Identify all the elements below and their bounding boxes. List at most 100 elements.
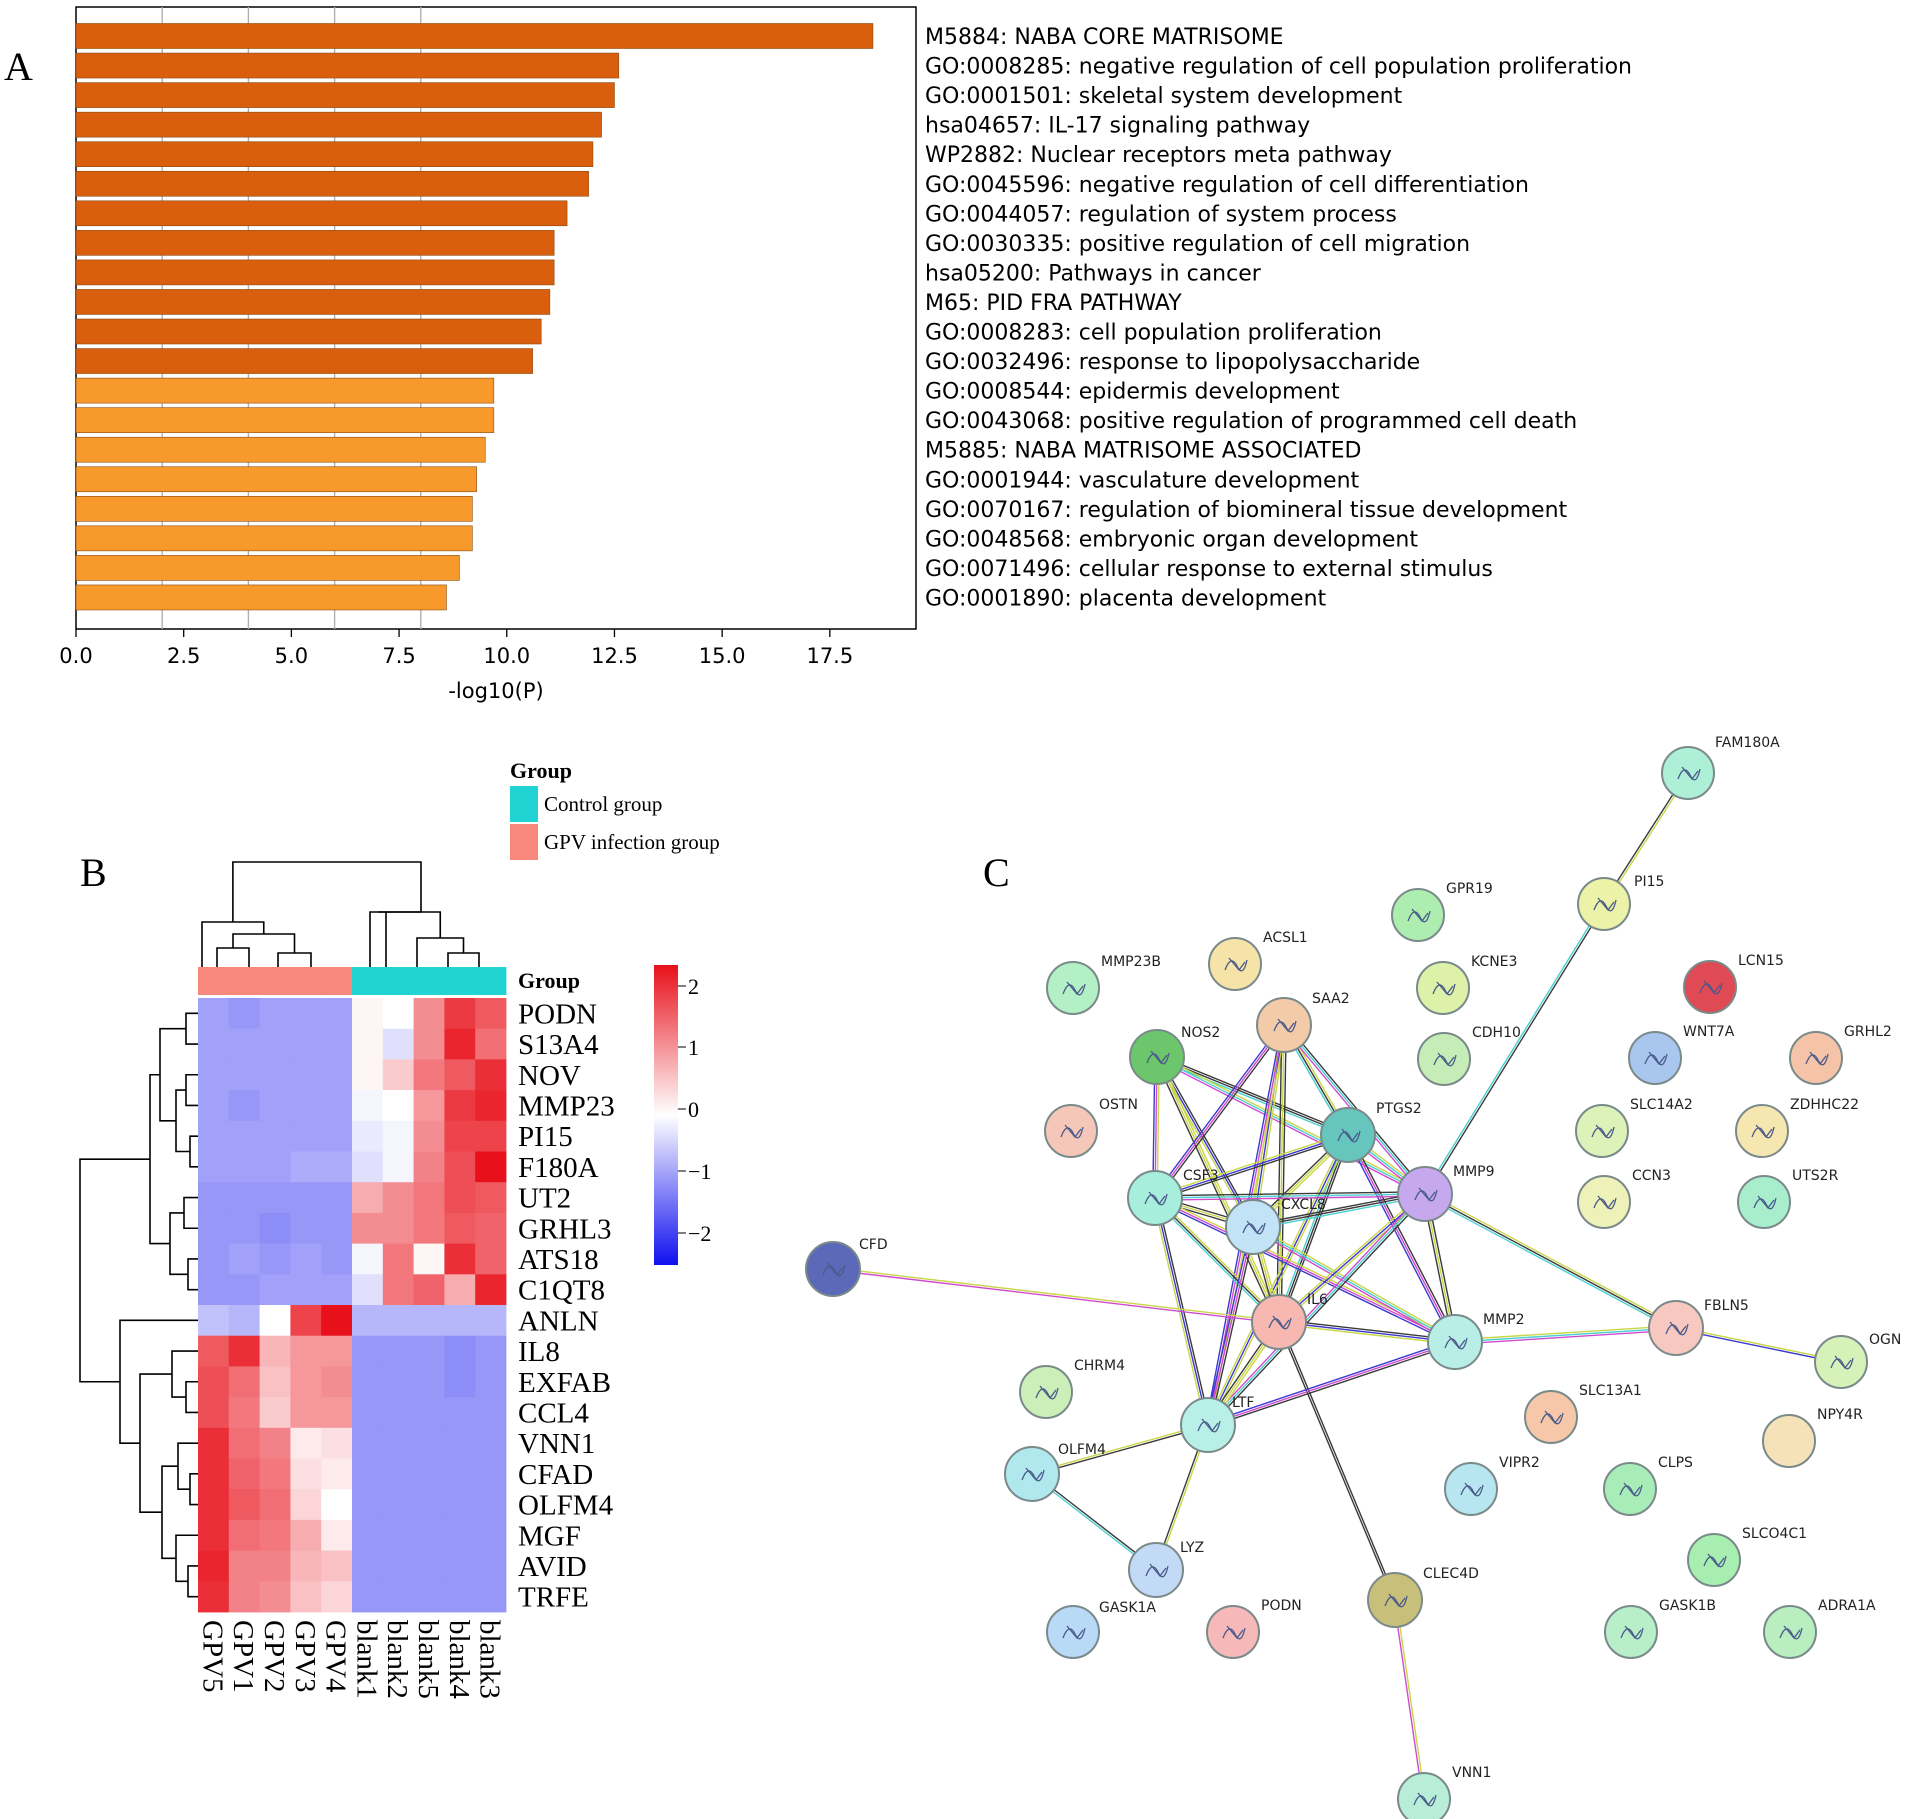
- node-circle: [1180, 1397, 1236, 1453]
- heatmap-cell: [444, 1458, 476, 1490]
- node-label: CFD: [859, 1237, 888, 1253]
- heatmap-cell: [352, 1305, 384, 1337]
- network-edge: [1156, 1056, 1349, 1136]
- bar-category-label: GO:0032496: response to lipopolysacchari…: [925, 350, 1420, 375]
- heatmap-cell: [413, 1366, 445, 1398]
- node-circle: [1789, 1031, 1843, 1085]
- node-label: VNN1: [1452, 1765, 1491, 1781]
- heatmap-cell: [413, 1458, 445, 1490]
- node-structure-glyph: [1591, 1124, 1615, 1139]
- heatmap-cell: [290, 1581, 322, 1613]
- node-label: CLEC4D: [1423, 1566, 1479, 1582]
- node-label: LYZ: [1180, 1540, 1204, 1556]
- node-structure-glyph: [1062, 981, 1086, 996]
- network-edge: [1155, 1136, 1349, 1201]
- heatmap-cell: [228, 1090, 260, 1122]
- node-il6: IL6: [1251, 1292, 1328, 1350]
- network-edge: [1423, 903, 1604, 1194]
- node-circle: [805, 1241, 861, 1297]
- heatmap-cell: [382, 1212, 414, 1244]
- node-label: SLC13A1: [1579, 1383, 1642, 1399]
- group-cell-control: [352, 967, 384, 995]
- network-edge: [1154, 1024, 1285, 1199]
- node-adra1a: ADRA1A: [1763, 1598, 1876, 1659]
- heatmap-cell: [352, 1581, 384, 1613]
- node-structure-glyph: [1407, 908, 1431, 923]
- node-circle: [1577, 877, 1631, 931]
- bar-category-labels: M5884: NABA CORE MATRISOME GO:0008285: ne…: [925, 25, 1632, 611]
- network-edge: [1158, 1055, 1282, 1322]
- network-edge: [1349, 1133, 1458, 1342]
- bar-x-tick-label: 12.5: [591, 644, 638, 668]
- network-edge: [1155, 1195, 1426, 1201]
- heatmap-cell: [198, 1458, 230, 1490]
- heatmap-cell: [352, 1427, 384, 1459]
- heatmap-cell: [413, 1120, 445, 1152]
- bar-category-label: GO:0043068: positive regulation of progr…: [925, 409, 1577, 434]
- network-edge: [1156, 1025, 1287, 1200]
- node-label: ZDHHC22: [1790, 1097, 1859, 1113]
- node-lcn15: LCN15: [1683, 953, 1784, 1014]
- heatmap-cell: [352, 1090, 384, 1122]
- node-circle: [1604, 1605, 1658, 1659]
- node-circle: [1603, 1462, 1657, 1516]
- heatmap-cell: [444, 1581, 476, 1613]
- node-structure-glyph: [1593, 1195, 1617, 1210]
- node-label: GASK1A: [1099, 1600, 1156, 1616]
- heatmap-row-label: UT2: [518, 1183, 571, 1215]
- network-edge: [1252, 1024, 1285, 1228]
- legend-title: Group: [510, 758, 572, 783]
- bar-gridlines: [161, 7, 422, 629]
- group-cell-gpv: [198, 967, 230, 995]
- bar-chart: M5884: NABA CORE MATRISOME GO:0008285: ne…: [59, 6, 1632, 703]
- heatmap-cell: [382, 1151, 414, 1183]
- group-cell-gpv: [321, 967, 353, 995]
- network-edge: [1279, 1321, 1397, 1600]
- heatmap-cell: [382, 1366, 414, 1398]
- bar-category-label: M5884: NABA CORE MATRISOME: [925, 25, 1284, 50]
- heatmap-cell: [382, 1519, 414, 1551]
- network-edge: [1154, 1191, 1425, 1197]
- bar-15: [75, 436, 486, 463]
- heatmap-cell: [198, 1519, 230, 1551]
- node-circle: [1763, 1605, 1817, 1659]
- node-structure-glyph: [1146, 1050, 1170, 1065]
- heatmap-cell: [475, 1212, 507, 1244]
- heatmap-cell: [259, 1212, 291, 1244]
- legend-label-control: Control group: [544, 792, 662, 816]
- heatmap-cell: [198, 1151, 230, 1183]
- node-circle: [1577, 1175, 1631, 1229]
- heatmap-cell: [382, 1305, 414, 1337]
- network-edge: [1157, 1054, 1350, 1134]
- heatmap-column-label: GPV1: [227, 1620, 259, 1693]
- bar-category-label: M65: PID FRA PATHWAY: [925, 291, 1182, 316]
- heatmap-cell: [321, 1519, 353, 1551]
- heatmap-cell: [228, 1581, 260, 1613]
- node-structure-glyph: [1593, 897, 1617, 912]
- network-edge: [1205, 1226, 1252, 1425]
- heatmap-cell: [228, 1489, 260, 1521]
- node-zdhhc22: ZDHHC22: [1735, 1097, 1859, 1158]
- network-edge: [1207, 1193, 1426, 1426]
- bar-series: [75, 23, 874, 611]
- heatmap-row-label: PI15: [518, 1121, 573, 1153]
- bar-14: [75, 407, 495, 433]
- group-cell-control: [444, 967, 476, 995]
- node-saa2: SAA2: [1256, 991, 1350, 1053]
- node-label: CLPS: [1658, 1455, 1693, 1471]
- heatmap-cell: [259, 998, 291, 1030]
- bar-9: [75, 259, 555, 286]
- node-npy4r: NPY4R: [1762, 1407, 1863, 1468]
- network-edge: [1278, 1193, 1426, 1323]
- network-edge: [1154, 1197, 1456, 1343]
- heatmap-cell: [382, 1397, 414, 1429]
- node-label: VIPR2: [1499, 1455, 1540, 1471]
- row-dendrogram-branch: [177, 1442, 198, 1490]
- node-label: FBLN5: [1704, 1298, 1749, 1314]
- heatmap-cell: [321, 1550, 353, 1582]
- heatmap-cell: [290, 1212, 322, 1244]
- heatmap-cell: [290, 1519, 322, 1551]
- network-edge: [833, 1267, 1280, 1322]
- heatmap-cell: [413, 1489, 445, 1521]
- row-dendrogram-branch: [185, 1073, 198, 1107]
